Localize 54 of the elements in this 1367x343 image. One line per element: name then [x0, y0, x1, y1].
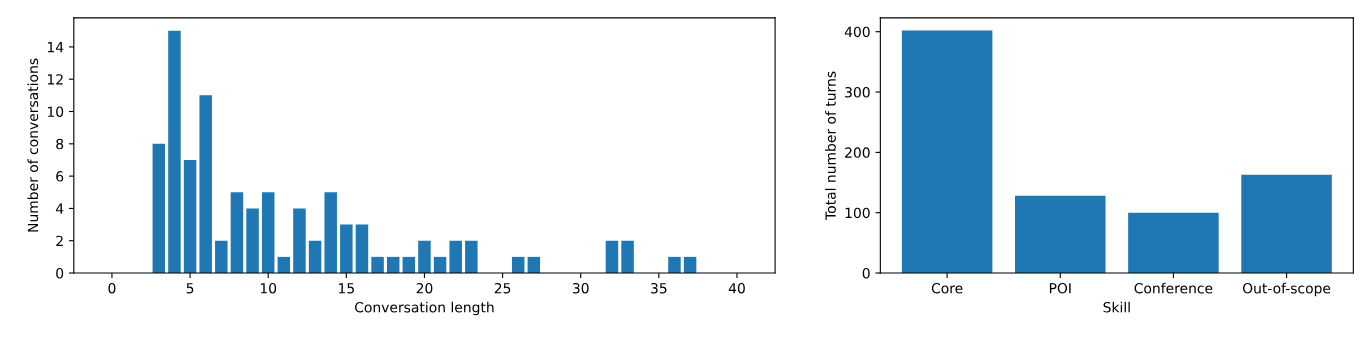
- y-axis-title: Number of conversations: [27, 58, 39, 232]
- x-tick-label: 20: [416, 283, 433, 294]
- bar: [1241, 174, 1332, 274]
- x-tick-label: POI: [1049, 283, 1071, 294]
- x-tick-label: 35: [651, 283, 667, 294]
- y-tick-label: 10: [47, 106, 64, 117]
- bar: [605, 240, 619, 274]
- bar: [199, 95, 212, 274]
- y-axis-title: Total number of turns: [825, 71, 836, 220]
- x-axis-title: Conversation length: [354, 301, 494, 316]
- y-tick-label: 14: [47, 42, 64, 53]
- bar: [1128, 212, 1219, 274]
- y-tick-label: 200: [845, 147, 870, 158]
- bar: [668, 256, 681, 274]
- x-tick-label: 25: [494, 283, 511, 294]
- y-tick-label: 8: [56, 138, 64, 150]
- x-tick-label: 30: [572, 283, 589, 294]
- y-tick-label: 300: [845, 87, 870, 98]
- bar: [1015, 195, 1106, 274]
- y-tick-label: 12: [47, 74, 63, 85]
- bar: [308, 240, 322, 274]
- bar: [465, 240, 478, 274]
- y-tick-label: 6: [56, 171, 64, 182]
- bar: [293, 208, 306, 274]
- x-tick-label: 40: [728, 283, 745, 294]
- x-tick-label: Core: [931, 283, 963, 294]
- y-tick-label: 100: [845, 207, 870, 219]
- bar: [246, 208, 259, 274]
- bar: [215, 240, 228, 274]
- x-tick-label: 0: [108, 283, 116, 294]
- bar: [230, 192, 244, 274]
- bar: [340, 224, 353, 274]
- x-axis-title: Skill: [1103, 301, 1130, 313]
- bar: [261, 192, 275, 274]
- bar: [621, 240, 634, 274]
- x-tick-label: 10: [260, 283, 277, 294]
- bar: [901, 30, 993, 274]
- x-tick-label: 5: [186, 283, 194, 294]
- bar: [183, 159, 197, 274]
- y-tick-label: 4: [55, 203, 64, 214]
- y-tick-label: 0: [862, 268, 870, 279]
- y-tick-label: 400: [844, 26, 870, 38]
- bar: [371, 256, 384, 274]
- bar: [449, 240, 462, 274]
- bar: [418, 240, 431, 274]
- y-tick-label: 2: [56, 235, 63, 246]
- x-tick-label: Out-of-scope: [1242, 282, 1331, 297]
- x-tick-label: Conference: [1134, 282, 1213, 294]
- bar: [324, 192, 337, 274]
- bar: [355, 224, 369, 274]
- bar: [152, 143, 166, 274]
- x-tick-label: 15: [339, 283, 354, 294]
- bar: [168, 30, 181, 274]
- y-tick-label: 0: [56, 268, 64, 279]
